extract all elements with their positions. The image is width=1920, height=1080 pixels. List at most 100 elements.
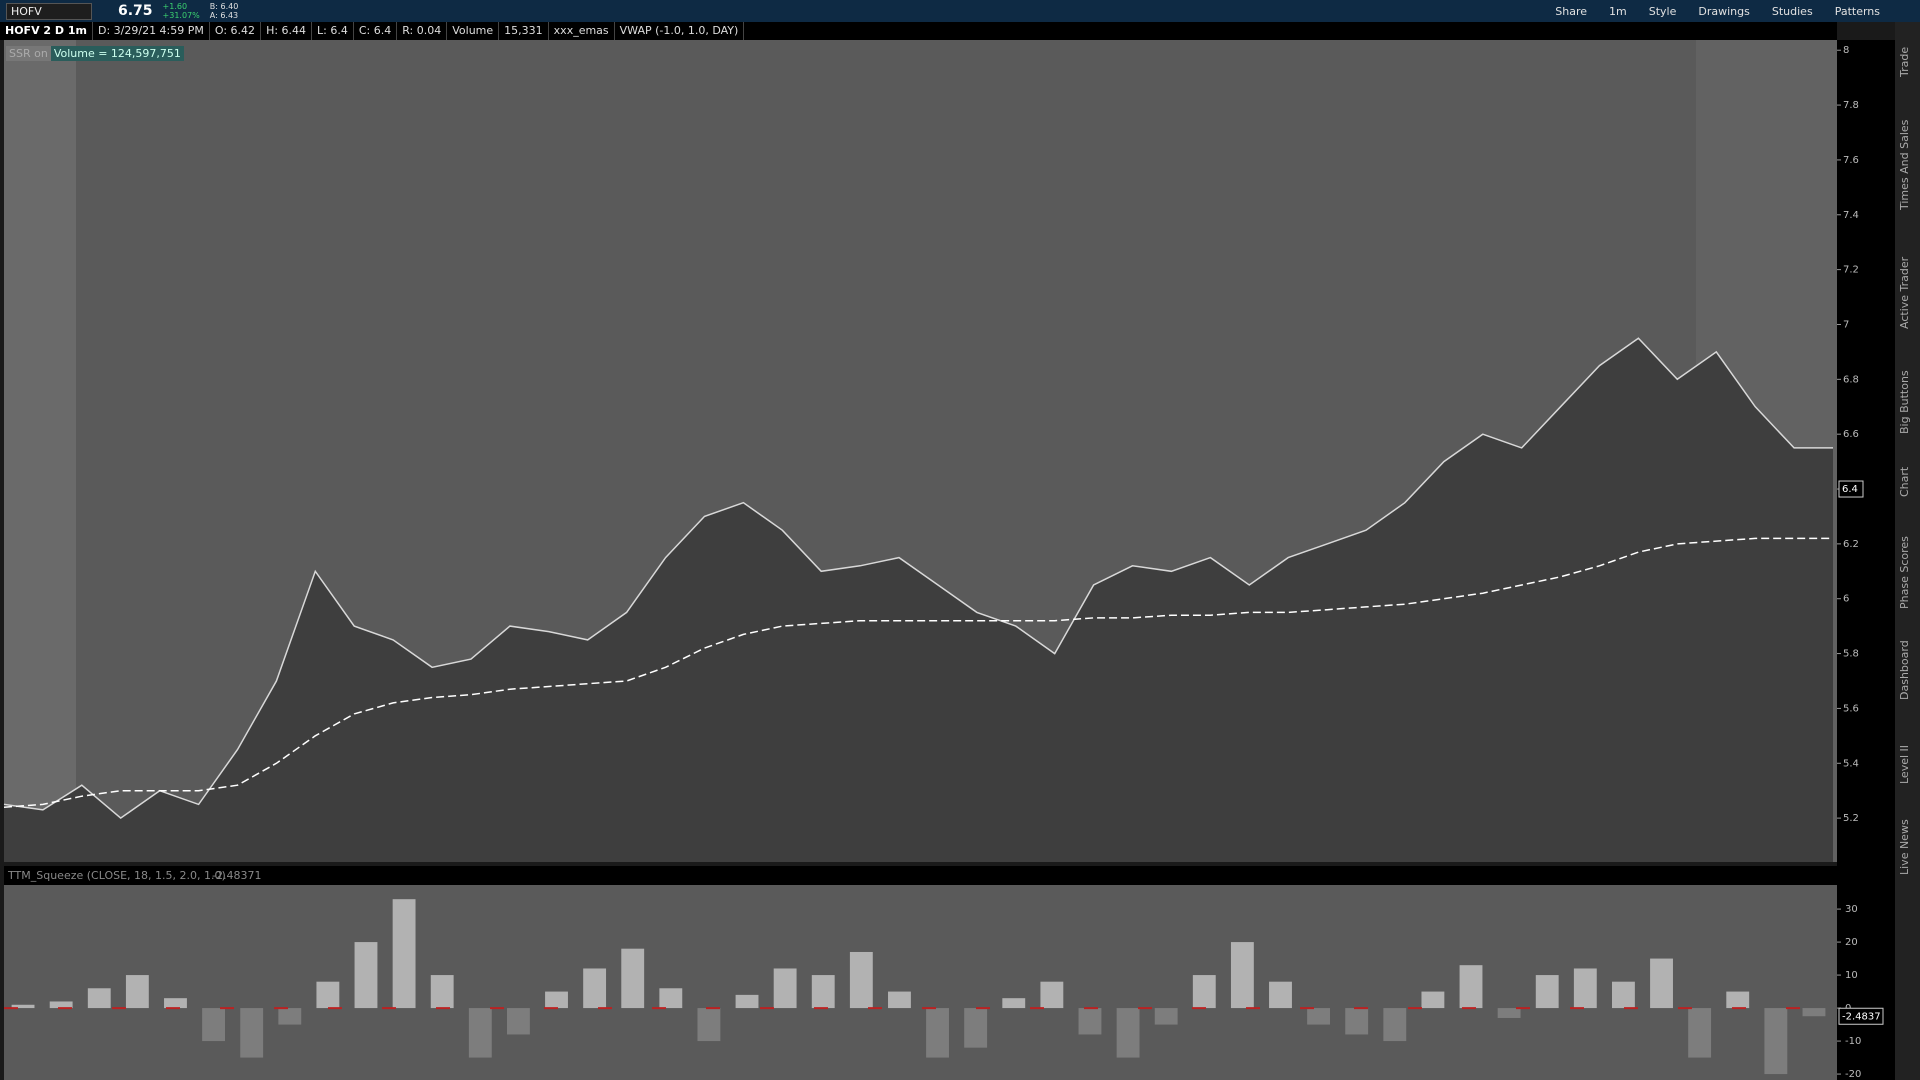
squeeze-bar xyxy=(1764,1008,1788,1075)
y-tick-label: 8 xyxy=(1843,45,1849,56)
side-tab[interactable]: Times And Sales xyxy=(1898,119,1911,210)
squeeze-bar xyxy=(773,968,797,1009)
squeeze-bar xyxy=(888,991,911,1009)
study-title: TTM_Squeeze (CLOSE, 18, 1.5, 2.0, 1.0) xyxy=(7,869,226,882)
squeeze-bar xyxy=(1421,991,1445,1009)
series-line xyxy=(3,337,1833,820)
y-tick-label: 20 xyxy=(1845,937,1858,948)
side-tab[interactable]: Phase Scores xyxy=(1898,536,1911,609)
squeeze-bar xyxy=(1573,968,1597,1009)
change: +1.60 +31.07% xyxy=(163,2,200,20)
side-tab[interactable]: Dashboard xyxy=(1898,640,1911,700)
series-line xyxy=(3,537,1833,808)
y-tick-label: 5.6 xyxy=(1843,703,1859,714)
symbol-box[interactable]: HOFV xyxy=(6,2,92,20)
info-item: VWAP (-1.0, 1.0, DAY) xyxy=(615,22,745,40)
change-abs: +1.60 xyxy=(162,2,188,11)
squeeze-bar xyxy=(87,988,111,1009)
info-item: O: 6.42 xyxy=(210,22,262,40)
squeeze-bar xyxy=(49,1001,73,1009)
squeeze-bar xyxy=(1307,1008,1331,1025)
side-tab[interactable]: Active Trader xyxy=(1898,256,1911,329)
squeeze-bar xyxy=(1078,1008,1102,1035)
squeeze-bar xyxy=(468,1008,492,1058)
info-item: R: 0.04 xyxy=(397,22,448,40)
info-item: xxx_emas xyxy=(549,22,615,40)
info-item: D: 3/29/21 4:59 PM xyxy=(93,22,210,40)
last-price: 6.75 xyxy=(118,3,153,19)
toolbar-button[interactable]: Share xyxy=(1555,4,1588,18)
info-item: HOFV 2 D 1m xyxy=(0,22,93,40)
info-item: C: 6.4 xyxy=(354,22,398,40)
toolbar-buttons: Share 1m Style Drawings Studies Patterns xyxy=(1555,5,1880,18)
squeeze-marker xyxy=(1838,1007,1884,1025)
squeeze-bar xyxy=(240,1008,264,1058)
squeeze-bar xyxy=(1688,1008,1712,1058)
y-tick-label: 6.8 xyxy=(1843,374,1859,385)
badge: SSR on xyxy=(6,46,51,61)
info-item: Volume xyxy=(447,22,500,40)
y-tick-label: 7.2 xyxy=(1843,265,1859,276)
squeeze-bar xyxy=(1726,991,1750,1009)
toolbar-button[interactable]: Studies xyxy=(1771,4,1813,18)
squeeze-marker-label: -2.4837 xyxy=(1842,1011,1881,1022)
toolbar-button[interactable]: Drawings xyxy=(1698,4,1750,18)
y-tick-label: 7.8 xyxy=(1843,100,1859,111)
side-tab[interactable]: Trade xyxy=(1898,46,1911,77)
y-tick-label: 10 xyxy=(1845,970,1858,981)
y-tick-label: 5.4 xyxy=(1843,758,1859,769)
axis-strip xyxy=(1837,40,1895,1080)
y-tick-label: -20 xyxy=(1845,1069,1861,1080)
squeeze-bar xyxy=(125,975,149,1009)
squeeze-bar xyxy=(1383,1008,1407,1042)
info-item: H: 6.44 xyxy=(261,22,313,40)
squeeze-bar xyxy=(316,981,340,1009)
squeeze-bar xyxy=(11,1004,35,1009)
last-price-label: 6.4 xyxy=(1842,484,1858,495)
toolbar-button[interactable]: 1m xyxy=(1609,4,1627,18)
side-tab[interactable]: Chart xyxy=(1898,466,1911,497)
squeeze-bar xyxy=(1040,981,1064,1009)
toolbar-button[interactable]: Patterns xyxy=(1834,4,1880,18)
squeeze-bar xyxy=(659,988,683,1009)
y-tick-label: -10 xyxy=(1845,1036,1861,1047)
study-value: -2.48371 xyxy=(212,869,261,882)
y-tick-label: 6.6 xyxy=(1843,429,1859,440)
side-tab[interactable]: Level II xyxy=(1898,744,1911,784)
toolbar: HOFV 6.75 +1.60 +31.07% B: 6.40 A: 6.43 Sh… xyxy=(0,0,1920,22)
y-tick-label: 6.2 xyxy=(1843,539,1859,550)
toolbar-button[interactable]: Style xyxy=(1648,4,1677,18)
squeeze-bar xyxy=(1650,958,1673,1009)
squeeze-bar xyxy=(430,975,454,1009)
squeeze-bar xyxy=(202,1008,226,1042)
y-tick-label: 7.6 xyxy=(1843,155,1859,166)
squeeze-bar xyxy=(621,948,645,1009)
last-price-marker xyxy=(1838,480,1864,498)
side-tabs: Trade Times And Sales Active Trader Big But… xyxy=(1895,22,1920,1080)
squeeze-bar xyxy=(735,994,759,1009)
squeeze-bar xyxy=(1116,1008,1140,1058)
squeeze-bar xyxy=(926,1008,949,1058)
squeeze-bar xyxy=(1002,998,1026,1009)
squeeze-bar xyxy=(1611,981,1635,1009)
squeeze-bar xyxy=(1535,975,1559,1009)
y-tick-label: 5.8 xyxy=(1843,649,1859,660)
info-item: 15,331 xyxy=(499,22,549,40)
squeeze-panel xyxy=(4,885,1837,1080)
squeeze-bar xyxy=(1459,965,1483,1009)
squeeze-bar xyxy=(697,1008,721,1042)
squeeze-bar xyxy=(278,1008,302,1025)
squeeze-bar xyxy=(849,951,873,1009)
squeeze-bar xyxy=(354,942,378,1009)
study-header xyxy=(4,866,1837,885)
bid: B: 6.40 xyxy=(209,2,239,11)
side-tab[interactable]: Live News xyxy=(1898,819,1911,875)
premarket-shade xyxy=(4,40,76,862)
change-pct: +31.07% xyxy=(162,11,200,20)
squeeze-bar xyxy=(1497,1008,1521,1018)
side-tab[interactable]: Big Buttons xyxy=(1898,370,1911,434)
info-item: L: 6.4 xyxy=(312,22,354,40)
